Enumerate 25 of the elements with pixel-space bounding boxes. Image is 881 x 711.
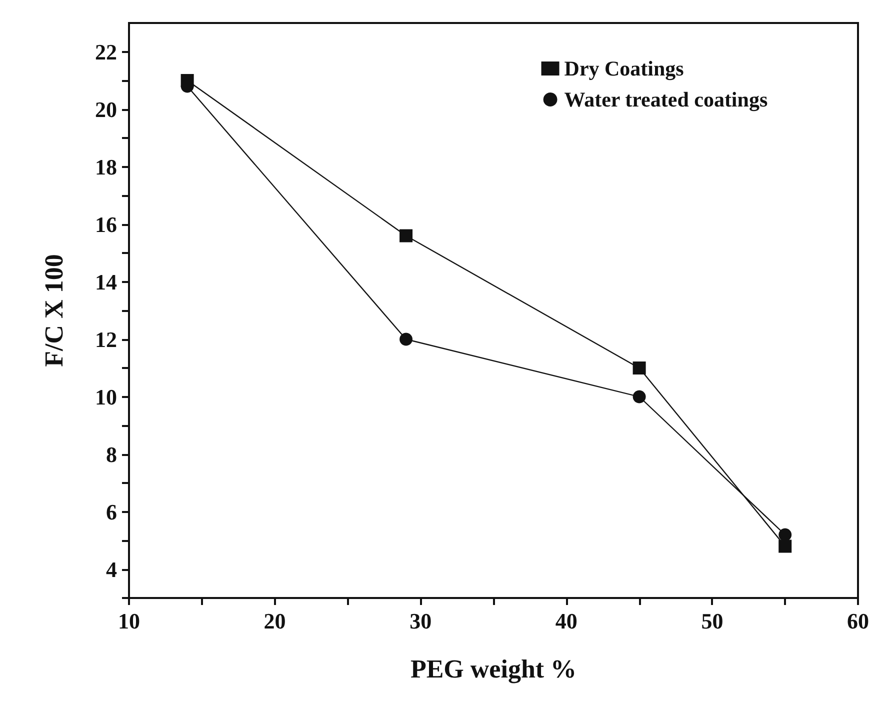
- x-tick-label: 30: [410, 608, 432, 634]
- y-tick-label: 22: [95, 39, 117, 64]
- x-tick-label: 50: [701, 608, 724, 634]
- x-tick-label: 20: [264, 608, 286, 634]
- y-tick-label: 6: [106, 499, 117, 524]
- y-tick-label: 4: [106, 556, 117, 582]
- y-tick-label: 12: [95, 326, 117, 352]
- x-axis-title: PEG weight %: [410, 654, 577, 684]
- y-tick-label: 20: [95, 96, 117, 122]
- point: [632, 390, 646, 404]
- point: [400, 332, 413, 346]
- point: [778, 528, 792, 542]
- point: [400, 229, 413, 242]
- y-tick-label: 16: [95, 212, 117, 237]
- x-tick-label: 40: [555, 608, 578, 634]
- y-tick-label: 8: [106, 442, 117, 467]
- y-axis-title: F/C X 100: [40, 254, 68, 367]
- point: [778, 540, 792, 553]
- point: [632, 362, 646, 374]
- y-tick-label: 14: [95, 269, 117, 294]
- x-tick-label: 60: [847, 608, 869, 634]
- y-tick-label: 18: [95, 154, 117, 180]
- y-tick-label: 10: [95, 384, 117, 410]
- legend-label: Dry Coatings: [564, 56, 684, 80]
- legend-label: Water treated coatings: [564, 88, 768, 112]
